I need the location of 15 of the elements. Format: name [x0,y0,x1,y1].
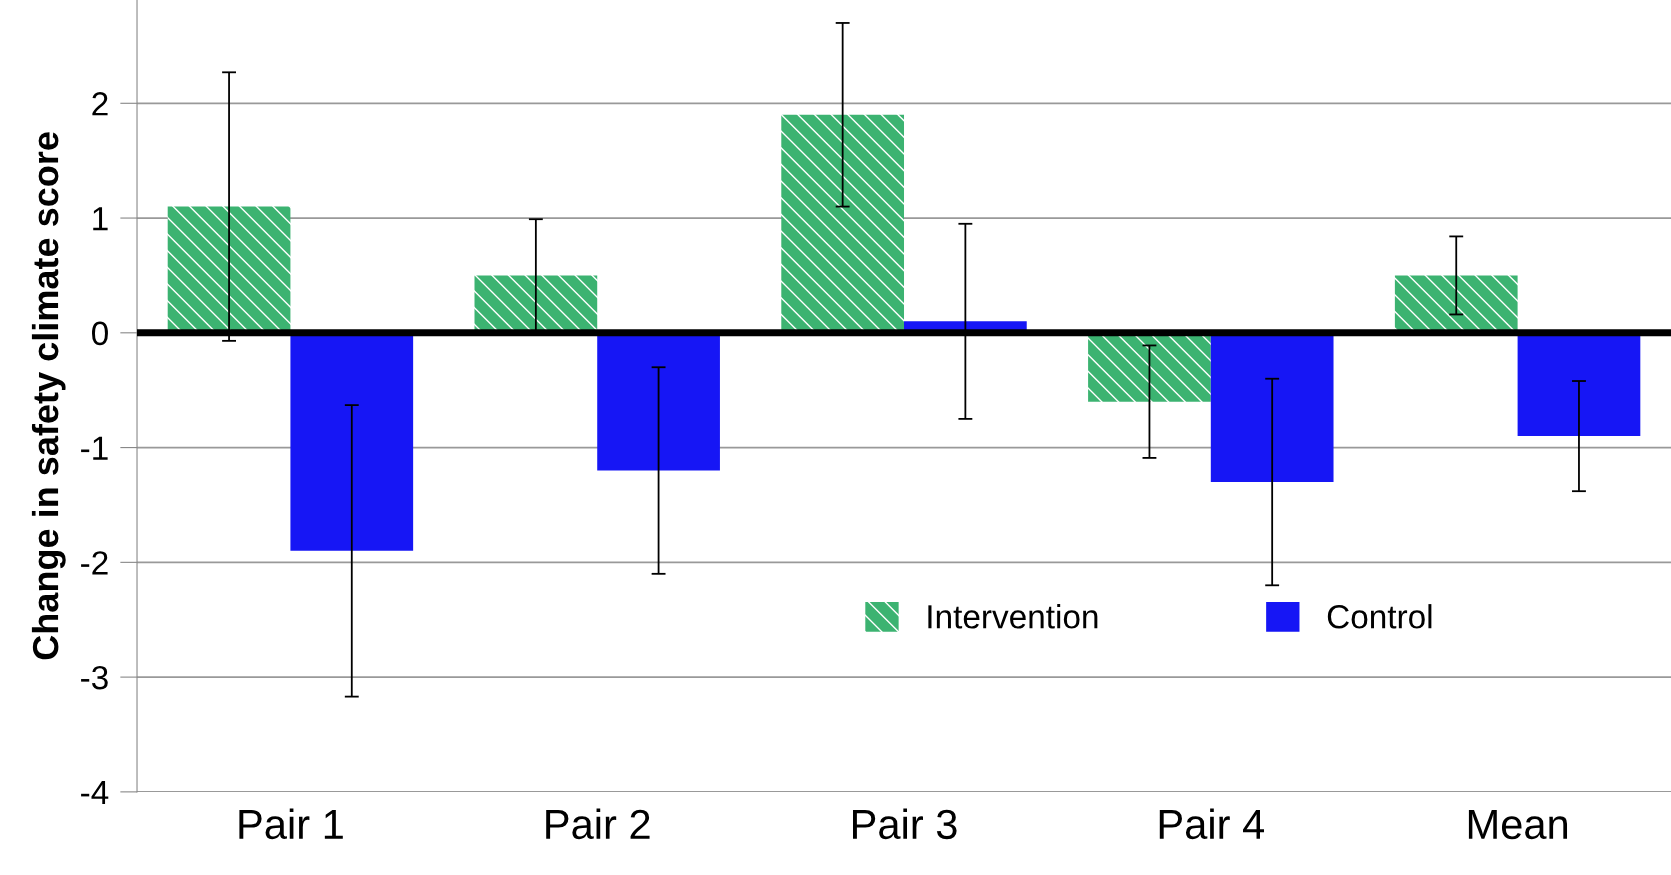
y-tick-label: 2 [92,92,108,116]
y-tick-label: 1 [93,207,108,231]
y-tick-label: -3 [81,665,108,690]
y-tick-label: -4 [81,781,109,804]
x-tick-label: Mean [1468,810,1568,840]
y-tick-label: 0 [92,321,108,346]
y-tick-label: -2 [81,551,108,575]
x-tick-label: Pair 3 [853,808,957,840]
x-tick-label: Pair 4 [1159,808,1265,840]
y-axis-title: Change in safety climate score [31,132,66,660]
x-tick-label: Pair 1 [239,808,343,840]
x-tick-label: Pair 2 [546,808,650,840]
legend-label: Intervention [928,604,1098,629]
y-tick-label: -1 [81,436,108,460]
legend-label: Control [1327,604,1432,629]
